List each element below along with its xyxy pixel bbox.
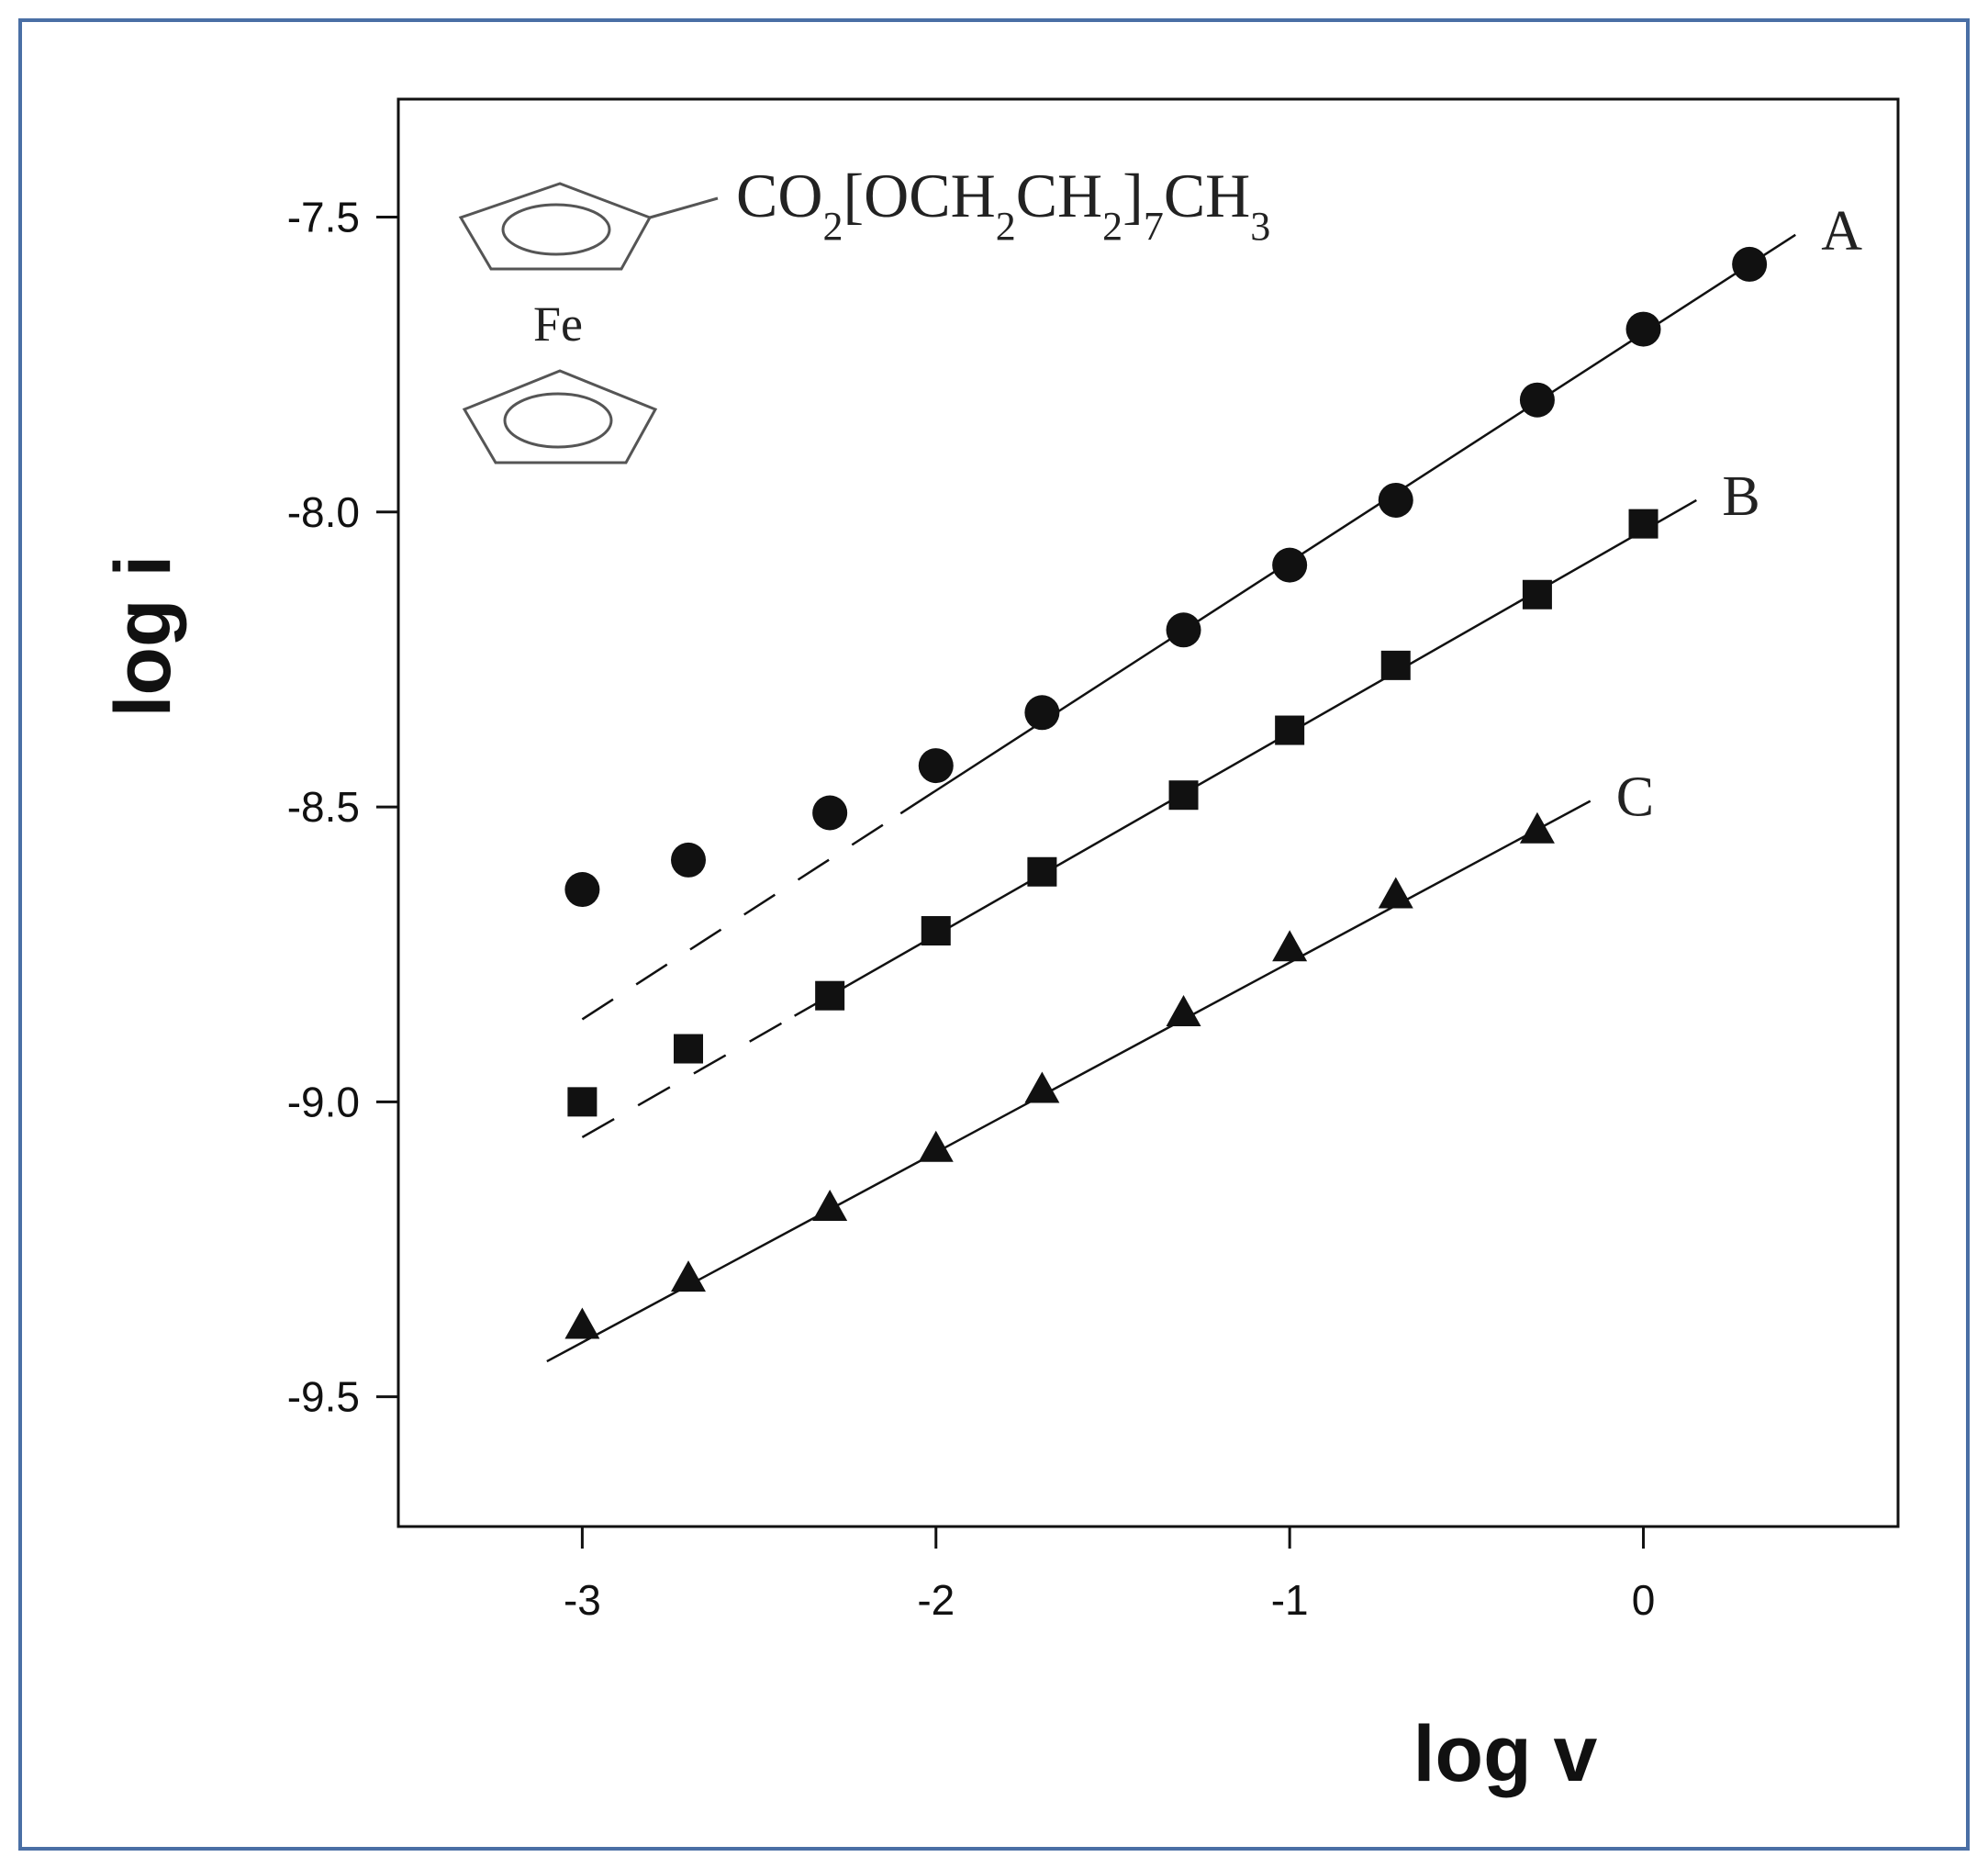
y-tick-label: -9.0 (287, 1078, 360, 1125)
series-b-point (1628, 509, 1659, 539)
series-a-point (1166, 612, 1201, 648)
x-axis: -3 -2 -1 0 (564, 1527, 1655, 1624)
series-b-point (921, 916, 951, 946)
cyclopentadienyl-ring-bottom (462, 369, 658, 464)
substituent-bond (649, 196, 719, 219)
series-b-point (674, 1034, 704, 1064)
series-b-point (1275, 715, 1305, 745)
substituent-formula: CO2[OCH2CH2]7CH3 (736, 161, 1270, 249)
figure-frame (18, 18, 1970, 1851)
series-a-point (671, 842, 707, 878)
formula-subscript: 2 (1102, 204, 1122, 249)
series-c-point (1378, 877, 1413, 909)
formula-subscript: 2 (822, 204, 843, 249)
series-b-label: B (1722, 465, 1759, 528)
x-tick-label: -3 (564, 1576, 601, 1624)
series-a-fit-dashed (581, 812, 901, 1021)
formula-subscript: 7 (1144, 204, 1164, 249)
formula-subscript: 3 (1250, 204, 1270, 249)
series-c-label: C (1616, 766, 1654, 829)
series-a-point (812, 795, 848, 831)
y-tick-label: -7.5 (287, 194, 360, 241)
series-b-point (1380, 650, 1411, 680)
formula-part: [OCH (843, 161, 995, 230)
series-c-point (1024, 1071, 1060, 1103)
series-c-point (812, 1190, 848, 1222)
series-b-fit-dashed (581, 1014, 796, 1138)
series-b-point (1522, 579, 1552, 610)
series-a-point (564, 872, 600, 908)
series-b-point (567, 1087, 598, 1117)
series-a-point (1272, 547, 1308, 583)
x-tick-label: -2 (917, 1576, 955, 1624)
cyclopentadienyl-ring-top (458, 182, 653, 271)
x-axis-title: log v (1413, 1710, 1598, 1798)
series-a-label: A (1821, 200, 1862, 263)
series-c-point (1272, 930, 1308, 962)
series-a-point (1378, 482, 1413, 518)
series-b-point (1168, 780, 1199, 811)
y-axis: -7.5 -8.0 -8.5 -9.0 -9.5 (287, 194, 398, 1421)
series-labels: A B C (1616, 200, 1863, 829)
formula-part: CO (736, 161, 822, 230)
series-layer (546, 233, 1796, 1363)
ferrocene-structure: Fe CO2[OCH2CH2]7CH3 (458, 161, 1270, 464)
series-c-fit-line (546, 800, 1592, 1363)
series-c-point (671, 1260, 707, 1292)
x-tick-label: -1 (1271, 1576, 1309, 1624)
series-a-point (1625, 311, 1661, 347)
formula-part: ] (1122, 161, 1144, 230)
plot-area (396, 97, 1900, 1528)
series-c-point (1166, 994, 1201, 1026)
x-tick-label: 0 (1632, 1576, 1656, 1624)
iron-label: Fe (533, 296, 583, 352)
series-a-point (918, 748, 954, 784)
series-b-point (815, 980, 845, 1011)
aromatic-circle-top (501, 203, 611, 256)
aromatic-circle-bottom (503, 392, 613, 449)
series-a-point (1024, 695, 1060, 731)
series-c-point (564, 1307, 600, 1339)
y-tick-label: -9.5 (287, 1373, 360, 1421)
series-a-point (1519, 382, 1555, 418)
formula-part: CH (1164, 161, 1250, 230)
y-tick-label: -8.5 (287, 783, 360, 831)
formula-subscript: 2 (996, 204, 1016, 249)
y-tick-label: -8.0 (287, 488, 360, 536)
formula-part: CH (1016, 161, 1102, 230)
series-c-point (918, 1130, 954, 1162)
series-b-point (1027, 856, 1057, 887)
y-axis-title: log i (99, 555, 187, 718)
series-a-point (1732, 246, 1768, 282)
series-c-point (1519, 811, 1555, 844)
